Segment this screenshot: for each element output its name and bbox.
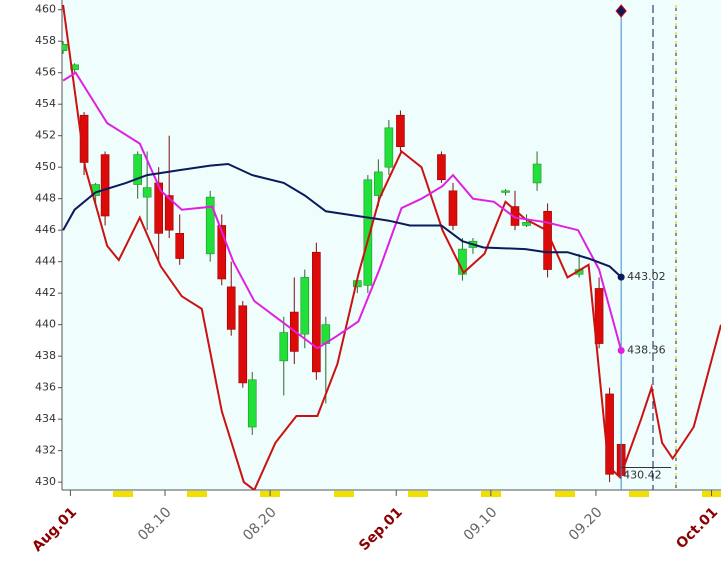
overlay-line [62,71,623,351]
candle-body [501,190,510,193]
y-tick-label: 458 [35,34,56,47]
candle-body [154,182,163,234]
candle-body [312,251,321,373]
y-tick-label: 450 [35,160,56,173]
weekend-marker [187,491,207,497]
y-tick-label: 432 [35,444,56,457]
y-tick-label: 434 [35,412,56,425]
candle-body [238,305,248,384]
overlay-line [62,4,721,490]
y-tick-label: 442 [35,286,56,299]
y-tick-label: 436 [35,381,56,394]
overlay-line [62,162,622,278]
weekend-marker [555,491,575,497]
x-tick-label: Aug.01 [29,504,80,555]
plot-area [62,0,721,490]
x-tick-label: 08.20 [240,504,280,544]
weekend-marker [408,491,428,497]
y-tick-label: 456 [35,66,56,79]
weekend-marker [629,491,649,497]
y-tick-label: 430 [35,475,56,488]
candle-body [279,332,289,362]
candle-body [217,225,227,280]
candle-body [532,163,542,184]
candle-body [100,154,110,217]
y-tick-label: 452 [35,129,56,142]
end-marker [617,346,625,354]
weekend-marker [334,491,354,497]
candle-body [133,154,142,185]
cursor-diamond [615,4,627,18]
candle-body [448,190,458,226]
end-label: 438.36 [627,343,666,356]
x-tick-label: Oct.01 [673,504,721,552]
candle-body [175,233,185,259]
x-tick-label: 09.10 [461,504,501,544]
candle-body [164,195,174,231]
candle-body [300,277,310,335]
candle-body [396,114,405,148]
y-tick-label: 438 [35,349,56,362]
candle-body [605,393,614,475]
weekend-marker [113,491,133,497]
candle-body [226,286,236,330]
candle-body [522,222,531,226]
candle-body [363,179,373,286]
end-marker [617,273,625,281]
candle-body [142,187,152,198]
close-label: 430.42 [623,469,662,482]
candle-body [247,379,257,428]
candle-body [374,171,383,196]
candle-body [384,127,394,168]
y-tick-label: 448 [35,192,56,205]
candle-body [437,154,446,181]
y-tick-label: 446 [35,223,56,236]
candle-body [62,44,68,51]
candle-body [205,196,215,255]
weekend-markers [113,491,721,497]
y-tick-label: 444 [35,255,56,268]
x-tick-label: 08.10 [135,504,175,544]
x-tick-label: Sep.01 [356,504,406,554]
candle-body [594,288,604,344]
y-tick-label: 440 [35,318,56,331]
candle-body [510,206,520,226]
x-tick-label: 09.20 [566,504,606,544]
end-label: 443.02 [627,270,666,283]
y-tick-label: 460 [35,3,56,16]
y-tick-label: 454 [35,97,56,110]
plot [62,4,721,490]
